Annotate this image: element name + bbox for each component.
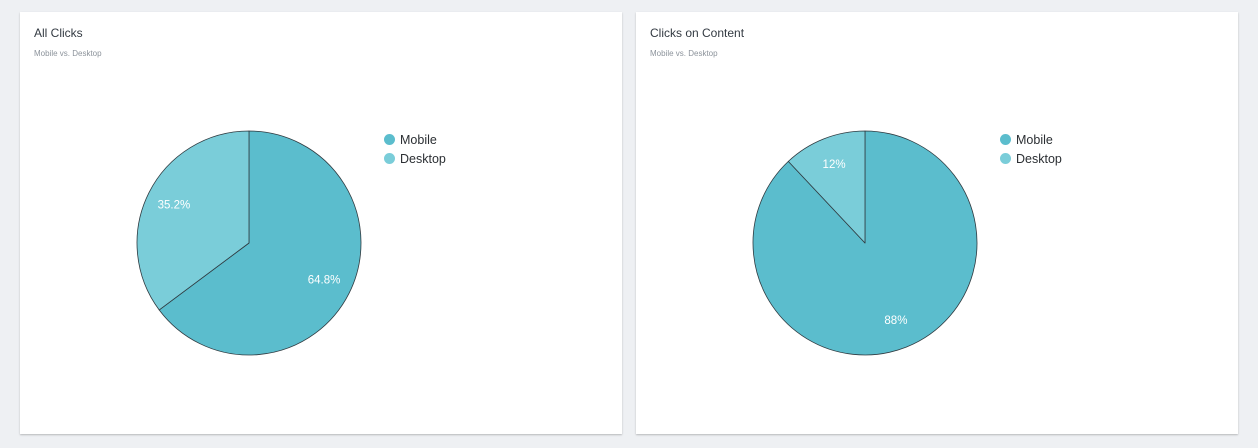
legend-label-mobile: Mobile xyxy=(1016,132,1053,147)
legend-label-desktop: Desktop xyxy=(400,151,446,166)
legend-label-desktop: Desktop xyxy=(1016,151,1062,166)
legend-swatch-desktop xyxy=(1000,153,1011,164)
pie-slice-desktop[interactable] xyxy=(787,130,866,244)
chart-title: All Clicks xyxy=(34,26,83,40)
slice-label-desktop: 35.2% xyxy=(158,199,191,211)
chart-legend: Mobile Desktop xyxy=(1000,130,1062,168)
pie-slice-desktop[interactable] xyxy=(136,130,250,311)
pie-slice-mobile[interactable] xyxy=(158,130,362,356)
slice-label-desktop: 12% xyxy=(823,159,846,171)
chart-subtitle: Mobile vs. Desktop xyxy=(34,49,102,58)
legend-swatch-desktop xyxy=(384,153,395,164)
legend-label-mobile: Mobile xyxy=(400,132,437,147)
legend-item-mobile[interactable]: Mobile xyxy=(1000,130,1062,149)
pie-chart-all-clicks: 64.8% 35.2% xyxy=(136,130,362,356)
legend-swatch-mobile xyxy=(1000,134,1011,145)
slice-label-mobile: 88% xyxy=(884,315,907,327)
legend-item-desktop[interactable]: Desktop xyxy=(1000,149,1062,168)
chart-legend: Mobile Desktop xyxy=(384,130,446,168)
chart-card-clicks-on-content: Clicks on Content Mobile vs. Desktop 88%… xyxy=(636,12,1238,434)
chart-card-all-clicks: All Clicks Mobile vs. Desktop 64.8% 35.2%… xyxy=(20,12,622,434)
legend-swatch-mobile xyxy=(384,134,395,145)
slice-label-mobile: 64.8% xyxy=(308,275,341,287)
chart-title: Clicks on Content xyxy=(650,26,745,40)
pie-chart-clicks-on-content: 88% 12% xyxy=(752,130,978,356)
legend-item-mobile[interactable]: Mobile xyxy=(384,130,446,149)
legend-item-desktop[interactable]: Desktop xyxy=(384,149,446,168)
chart-subtitle: Mobile vs. Desktop xyxy=(650,49,718,58)
